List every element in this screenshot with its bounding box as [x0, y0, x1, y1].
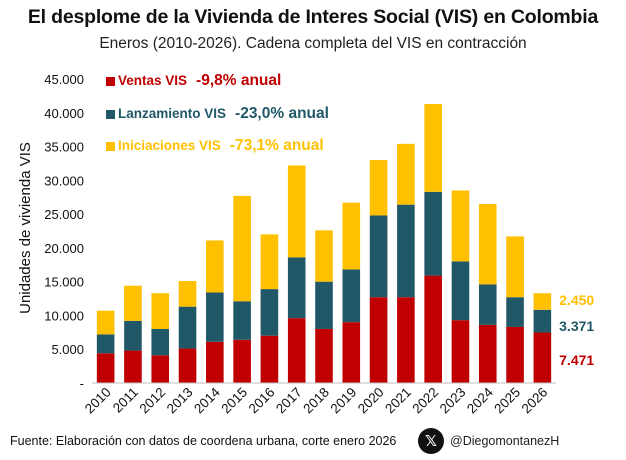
bar-iniciaciones [315, 230, 333, 282]
bar-ventas [233, 339, 251, 383]
y-tick-label: 35.000 [44, 140, 84, 155]
bar-iniciaciones [451, 190, 470, 262]
bar-iniciaciones [206, 240, 224, 293]
legend-change-iniciaciones: -73,1% anual [230, 137, 324, 154]
bar-lanzamiento [397, 204, 415, 298]
y-tick-label: 40.000 [44, 106, 84, 121]
chart-subtitle: Eneros (2010-2026). Cadena completa del … [99, 35, 527, 52]
bar-lanzamiento [178, 306, 197, 349]
bar-ventas [478, 324, 497, 383]
bar-lanzamiento [206, 292, 224, 342]
bar-iniciaciones [506, 236, 524, 298]
x-tick-label: 2022 [409, 385, 441, 417]
legend-label-iniciaciones: Iniciaciones VIS [118, 138, 221, 153]
bar-ventas [287, 318, 306, 383]
x-tick-label: 2020 [355, 385, 387, 417]
bar-ventas [96, 353, 115, 383]
bar-ventas [178, 348, 197, 383]
bar-lanzamiento [315, 281, 333, 329]
x-tick-label: 2014 [191, 384, 223, 416]
bar-iniciaciones [478, 203, 497, 285]
author-handle: @DiegomontanezH [450, 434, 560, 448]
legend-label-lanzamiento: Lanzamiento VIS [118, 106, 226, 121]
bar-ventas [315, 328, 333, 383]
x-tick-label: 2017 [273, 385, 305, 417]
bar-lanzamiento [96, 334, 115, 354]
y-tick-label: 10.000 [44, 308, 84, 323]
x-tick-label: 2026 [519, 385, 551, 417]
y-tick-label: - [80, 376, 84, 391]
legend-label-ventas: Ventas VIS [118, 73, 187, 88]
x-tick-label: 2023 [437, 385, 469, 417]
y-tick-label: 30.000 [44, 173, 84, 188]
x-tick-label: 2016 [246, 385, 278, 417]
x-tick-label: 2010 [82, 385, 114, 417]
bar-lanzamiento [124, 320, 142, 351]
bar-iniciaciones [96, 310, 115, 335]
x-tick-label: 2024 [464, 384, 496, 416]
bar-lanzamiento [451, 261, 470, 321]
bar-lanzamiento [369, 215, 388, 298]
bar-ventas [151, 355, 170, 383]
bar-ventas [533, 332, 552, 383]
bar-iniciaciones [151, 293, 170, 329]
source-footer: Fuente: Elaboración con datos de coorden… [10, 434, 397, 448]
bar-ventas [397, 297, 415, 383]
bar-lanzamiento [478, 284, 497, 325]
x-tick-label: 2015 [218, 385, 250, 417]
bar-ventas [124, 350, 142, 383]
bar-ventas [424, 275, 442, 383]
bar-ventas [206, 341, 224, 383]
x-tick-label: 2011 [110, 385, 141, 416]
legend-change-ventas: -9,8% anual [196, 72, 281, 89]
bar-iniciaciones [178, 280, 197, 307]
bar-lanzamiento [233, 301, 251, 340]
bar-ventas [342, 322, 361, 383]
x-tick-label: 2019 [328, 385, 360, 417]
bar-iniciaciones [287, 165, 306, 258]
legend-swatch-lanzamiento [106, 110, 115, 119]
bar-lanzamiento [151, 328, 170, 356]
bar-ventas [506, 326, 524, 383]
x-tick-label: 2025 [491, 385, 523, 417]
bar-lanzamiento [506, 297, 524, 327]
legend-swatch-ventas [106, 77, 115, 86]
bar-ventas [260, 335, 279, 383]
author-credit: 𝕏 @DiegomontanezH [418, 428, 559, 454]
y-tick-label: 15.000 [44, 275, 84, 290]
x-tick-label: 2021 [382, 385, 414, 417]
bar-lanzamiento [424, 191, 442, 276]
bar-iniciaciones [260, 234, 279, 290]
y-tick-label: 25.000 [44, 207, 84, 222]
bar-iniciaciones [342, 202, 361, 270]
bar-lanzamiento [287, 257, 306, 319]
bar-ventas [451, 320, 470, 383]
y-axis-label: Unidades de vivienda VIS [17, 142, 34, 314]
bar-iniciaciones [533, 293, 552, 310]
x-tick-label: 2012 [137, 385, 169, 417]
x-tick-label: 2013 [164, 385, 196, 417]
y-tick-label: 45.000 [44, 72, 84, 87]
y-tick-label: 20.000 [44, 241, 84, 256]
bar-lanzamiento [342, 269, 361, 323]
legend-change-lanzamiento: -23,0% anual [235, 105, 329, 122]
data-label-2026-lanzamiento: 3.371 [559, 318, 594, 334]
bar-iniciaciones [233, 195, 251, 302]
data-label-2026-ventas: 7.471 [559, 352, 594, 368]
legend-swatch-iniciaciones [106, 142, 115, 151]
chart-title: El desplome de la Vivienda de Interes So… [27, 6, 599, 28]
bar-lanzamiento [260, 289, 279, 336]
bar-lanzamiento [533, 309, 552, 333]
x-logo-icon: 𝕏 [418, 428, 444, 454]
bar-iniciaciones [369, 160, 388, 216]
data-label-2026-iniciaciones: 2.450 [559, 292, 594, 308]
bar-iniciaciones [424, 103, 442, 192]
x-tick-label: 2018 [300, 385, 332, 417]
bar-iniciaciones [124, 285, 142, 321]
bar-iniciaciones [397, 143, 415, 205]
y-tick-label: 5.000 [51, 342, 84, 357]
bar-ventas [369, 297, 388, 383]
